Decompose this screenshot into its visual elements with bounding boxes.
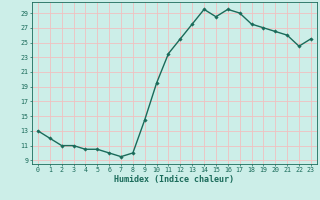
X-axis label: Humidex (Indice chaleur): Humidex (Indice chaleur) (115, 175, 234, 184)
